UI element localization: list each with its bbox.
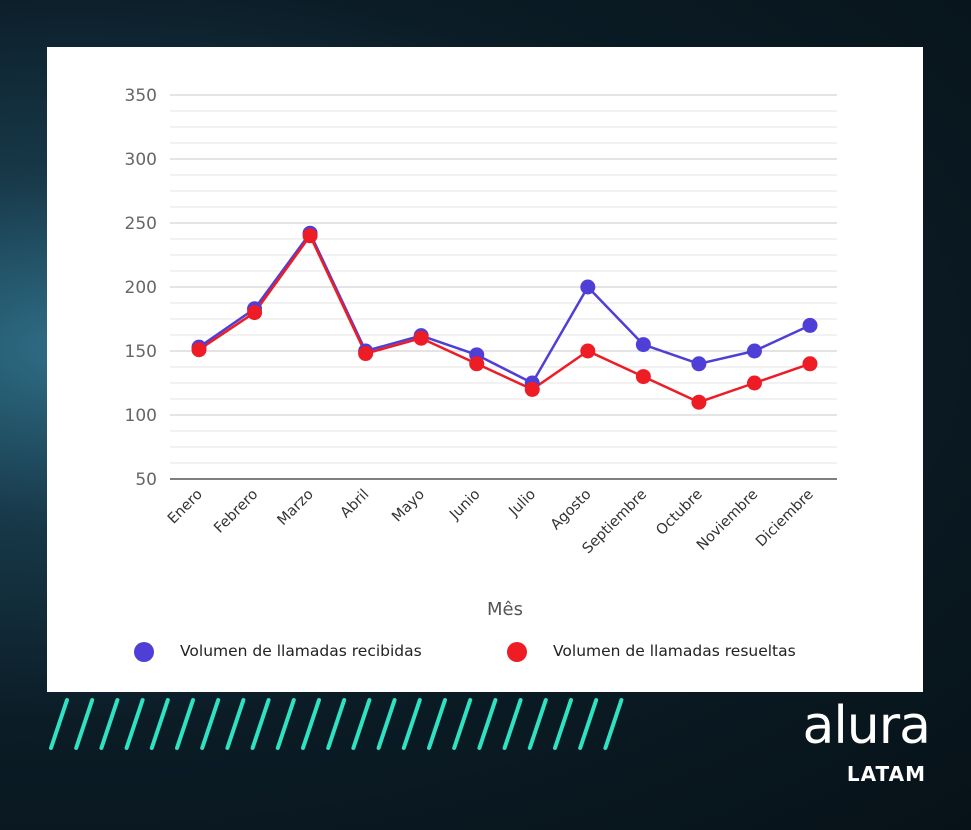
stripe <box>74 698 95 750</box>
y-tick-label: 50 <box>135 470 157 490</box>
x-tick-label: Octubre <box>653 486 705 538</box>
data-point <box>802 356 818 372</box>
x-tick-label: Julio <box>506 486 540 520</box>
stripe <box>326 698 347 750</box>
stripe <box>49 698 69 750</box>
x-tick-label: Febrero <box>211 486 261 536</box>
data-point <box>247 305 263 321</box>
stripe <box>225 698 246 750</box>
y-tick-label: 150 <box>125 342 157 362</box>
stripe <box>578 698 599 750</box>
x-tick-label: Enero <box>165 486 206 527</box>
stripe <box>124 698 145 750</box>
alura-logo: alura LATAM <box>800 696 931 795</box>
stripe <box>275 698 296 750</box>
data-point <box>469 356 485 372</box>
stripe <box>376 698 397 750</box>
stripe <box>149 698 170 750</box>
stripe <box>553 698 573 750</box>
legend-marker <box>507 642 527 662</box>
data-point <box>358 346 374 362</box>
series-line-1 <box>198 234 811 404</box>
data-point <box>746 375 762 391</box>
stripe <box>250 698 271 750</box>
data-point <box>580 343 596 359</box>
stripe <box>427 698 447 750</box>
data-point <box>691 356 707 372</box>
logo-subtitle: LATAM <box>846 762 926 786</box>
stripe <box>502 698 523 750</box>
stripe <box>477 698 498 750</box>
data-point <box>691 394 707 410</box>
legend-label: Volumen de llamadas recibidas <box>180 642 422 660</box>
stripe <box>351 698 372 750</box>
line-chart: 50 100 150 200 250 300 350 Enero Febrero Marzo Ab… <box>125 86 837 662</box>
chart-card: 50 100 150 200 250 300 350 Enero Febrero Marzo Ab… <box>47 47 923 692</box>
x-axis-title: Mês <box>487 599 523 620</box>
data-point <box>191 342 207 358</box>
stripe <box>200 698 221 750</box>
stripe <box>175 698 195 750</box>
y-tick-label: 350 <box>125 86 157 106</box>
x-tick-label: Junio <box>446 486 483 523</box>
stripe <box>527 698 548 750</box>
data-point <box>802 317 818 333</box>
stripe <box>603 698 624 750</box>
stripe <box>301 698 321 750</box>
logo-wordmark: alura <box>802 696 931 756</box>
y-tick-label: 250 <box>125 214 157 234</box>
stripe <box>401 698 422 750</box>
stripe <box>99 698 120 750</box>
series-line-0 <box>198 231 811 385</box>
x-tick-label: Diciembre <box>753 486 817 550</box>
legend-marker <box>134 642 154 662</box>
y-tick-label: 100 <box>125 406 157 426</box>
data-point <box>635 369 651 385</box>
y-tick-label: 200 <box>125 278 157 298</box>
data-point <box>746 343 762 359</box>
data-point <box>413 330 429 346</box>
data-point <box>524 381 540 397</box>
stripe <box>452 698 473 750</box>
data-point <box>580 279 596 295</box>
data-point <box>635 337 651 353</box>
x-tick-label: Abril <box>338 487 373 522</box>
x-tick-label: Agosto <box>548 486 595 533</box>
x-tick-label: Mayo <box>389 486 428 525</box>
x-tick-label: Marzo <box>275 486 317 528</box>
decorative-stripes <box>49 698 624 750</box>
data-point <box>302 228 318 244</box>
y-tick-label: 300 <box>125 150 157 170</box>
legend-label: Volumen de llamadas resueltas <box>553 642 796 660</box>
